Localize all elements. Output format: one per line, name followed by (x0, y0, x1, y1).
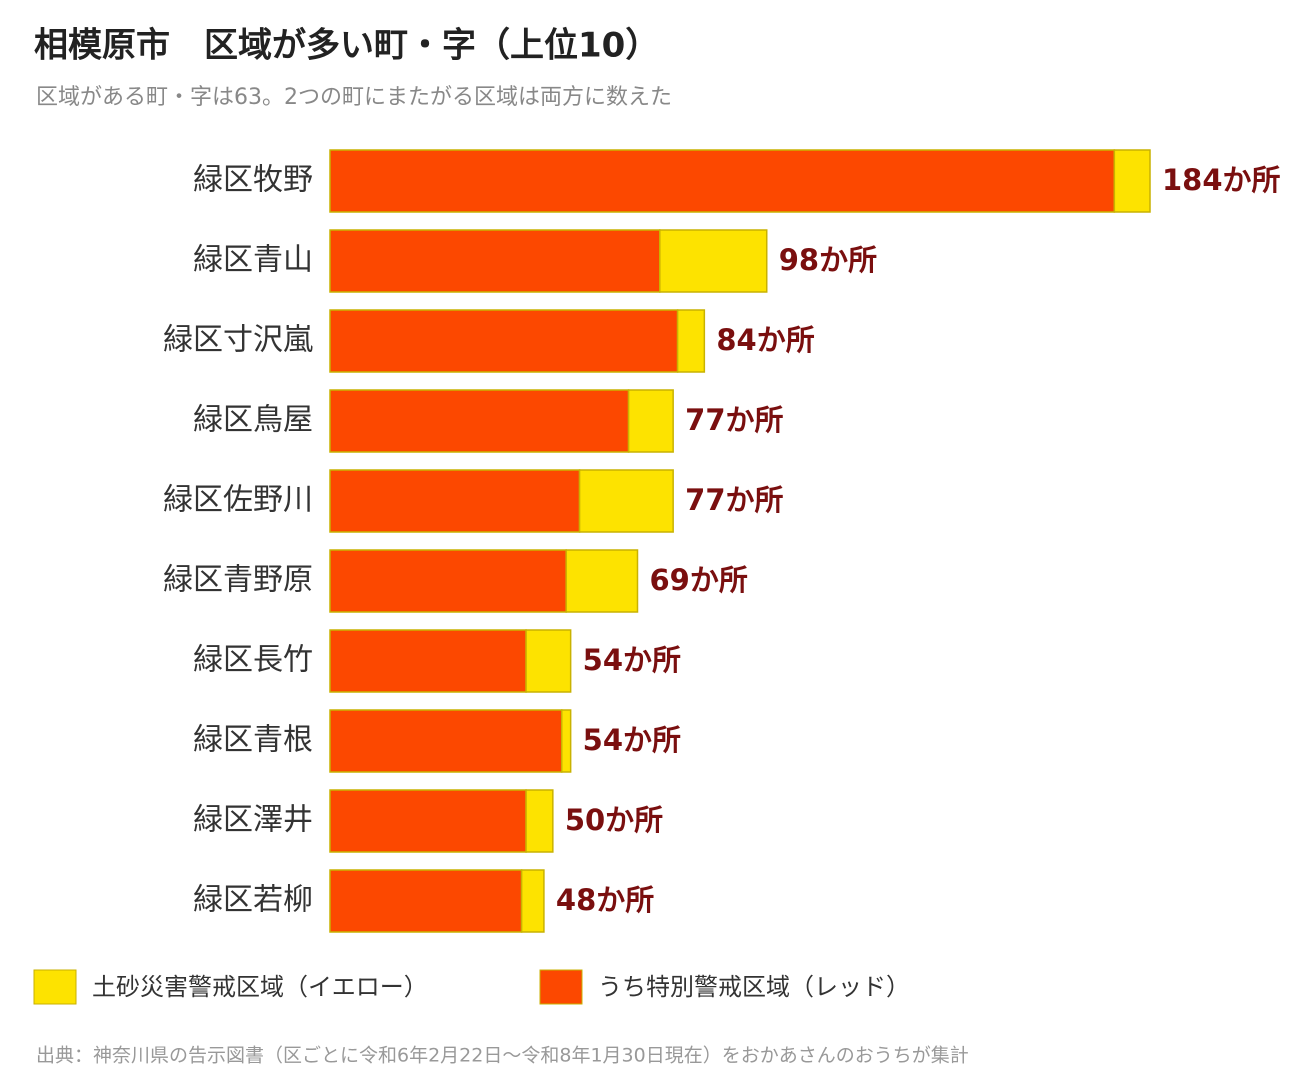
bar-segment (578, 469, 674, 533)
bar-segment (329, 789, 527, 853)
bar-segment (329, 229, 661, 293)
category-label: 緑区青野原 (163, 563, 313, 598)
bar-segment (329, 709, 563, 773)
category-label: 緑区牧野 (193, 163, 313, 198)
category-label: 緑区青根 (193, 723, 313, 758)
bar-segment (329, 629, 527, 693)
bar-segment (520, 869, 545, 933)
value-label: 84か所 (716, 323, 814, 357)
bar-segment (565, 549, 639, 613)
value-label: 54か所 (583, 643, 681, 677)
value-label: 184か所 (1162, 163, 1281, 197)
category-label: 緑区寸沢嵐 (163, 323, 313, 358)
legend-swatch (539, 969, 583, 1005)
category-label: 緑区佐野川 (163, 483, 313, 518)
value-label: 48か所 (556, 883, 654, 917)
chart-title: 相模原市 区域が多い町・字（上位10） (34, 26, 659, 66)
value-label: 98か所 (779, 243, 877, 277)
category-label: 緑区若柳 (193, 883, 313, 918)
bar-segment (560, 709, 572, 773)
bar-segment (329, 869, 523, 933)
bar-segment (659, 229, 768, 293)
legend-label: 土砂災害警戒区域（イエロー） (92, 973, 428, 1001)
bar-segment (525, 629, 572, 693)
chart-subtitle: 区域がある町・字は63。2つの町にまたがる区域は両方に数えた (36, 85, 672, 110)
category-label: 緑区澤井 (193, 803, 313, 838)
value-label: 50か所 (565, 803, 663, 837)
value-label: 69か所 (650, 563, 748, 597)
bar-segment (329, 549, 567, 613)
value-label: 54か所 (583, 723, 681, 757)
category-label: 緑区鳥屋 (193, 403, 313, 438)
bar-segment (329, 149, 1116, 213)
bar-segment (525, 789, 554, 853)
value-label: 77か所 (685, 403, 783, 437)
bar-segment (1113, 149, 1151, 213)
category-label: 緑区長竹 (193, 643, 313, 678)
legend-swatch (33, 969, 77, 1005)
source-note: 出典：神奈川県の告示図書（区ごとに令和6年2月22日～令和8年1月30日現在）を… (36, 1045, 969, 1067)
bar-segment (329, 469, 581, 533)
category-label: 緑区青山 (193, 243, 313, 278)
bar-segment (329, 389, 630, 453)
bar-segment (329, 309, 679, 373)
value-label: 77か所 (685, 483, 783, 517)
bar-segment (676, 309, 706, 373)
bar-segment (627, 389, 674, 453)
legend-label: うち特別警戒区域（レッド） (598, 973, 910, 1001)
